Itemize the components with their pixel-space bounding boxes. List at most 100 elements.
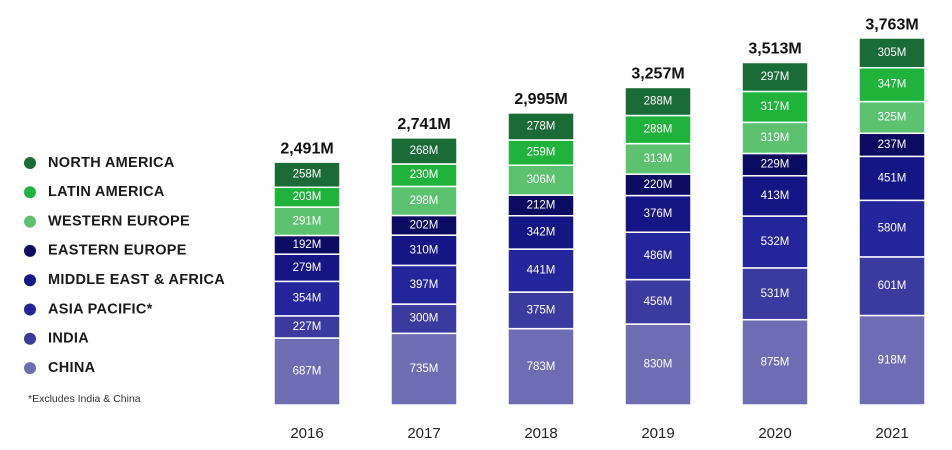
segment-label: 413M bbox=[761, 190, 790, 202]
legend-label: WESTERN EUROPE bbox=[48, 213, 190, 229]
bar-segment bbox=[390, 185, 458, 217]
segment-label: 532M bbox=[761, 236, 790, 248]
segment-label: 397M bbox=[410, 279, 439, 291]
segment-label: 298M bbox=[410, 195, 439, 207]
legend-marker bbox=[24, 362, 36, 375]
segment-label: 268M bbox=[410, 145, 439, 157]
segment-label: 451M bbox=[878, 172, 907, 184]
legend-label: EASTERN EUROPE bbox=[48, 243, 187, 259]
bar-segment bbox=[624, 142, 692, 175]
segment-label: 279M bbox=[293, 262, 322, 274]
bar-segment bbox=[624, 278, 692, 325]
segment-label: 342M bbox=[527, 226, 556, 238]
legend-label: LATIN AMERICA bbox=[48, 184, 165, 200]
segment-label: 375M bbox=[527, 304, 556, 316]
segment-label: 310M bbox=[410, 244, 439, 256]
segment-label: 202M bbox=[410, 219, 439, 231]
bar-segment bbox=[624, 86, 692, 117]
segment-label: 317M bbox=[761, 101, 790, 113]
bar-segment bbox=[858, 155, 926, 202]
total-label: 2,995M bbox=[514, 91, 567, 108]
legend-marker bbox=[24, 244, 36, 257]
legend-marker bbox=[24, 157, 36, 169]
segment-label: 291M bbox=[293, 215, 322, 227]
x-tick-label: 2019 bbox=[641, 425, 674, 442]
segment-label: 306M bbox=[527, 174, 556, 186]
total-label: 3,513M bbox=[748, 41, 801, 58]
bar-segment bbox=[741, 61, 809, 93]
segment-label: 278M bbox=[527, 120, 556, 132]
legend-marker bbox=[24, 303, 36, 316]
segment-label: 376M bbox=[644, 208, 673, 220]
bar-segment bbox=[858, 100, 926, 135]
segment-label: 687M bbox=[293, 366, 322, 378]
bar-segment bbox=[858, 199, 926, 258]
segment-label: 259M bbox=[527, 147, 556, 159]
bar-segment bbox=[507, 164, 575, 196]
segment-label: 288M bbox=[644, 96, 673, 108]
segment-label: 227M bbox=[293, 321, 322, 333]
segment-label: 192M bbox=[293, 239, 322, 251]
x-tick-label: 2018 bbox=[524, 425, 557, 442]
segment-label: 875M bbox=[761, 356, 790, 368]
segment-label: 313M bbox=[644, 153, 673, 165]
segment-label: 918M bbox=[878, 354, 907, 366]
total-label: 2,741M bbox=[397, 116, 450, 133]
bar-segment bbox=[507, 139, 575, 166]
segment-label: 735M bbox=[410, 363, 439, 375]
bar-segment bbox=[624, 323, 692, 406]
x-tick-label: 2016 bbox=[290, 425, 323, 442]
legend-marker bbox=[24, 186, 36, 199]
bar-segment bbox=[390, 264, 458, 305]
legend-marker bbox=[24, 274, 36, 287]
total-label: 3,763M bbox=[865, 16, 918, 33]
legend-marker bbox=[24, 215, 36, 228]
segment-label: 229M bbox=[761, 159, 790, 171]
bar-segment bbox=[624, 194, 692, 233]
segment-label: 212M bbox=[527, 199, 556, 211]
bar-segment bbox=[741, 90, 809, 124]
segment-label: 486M bbox=[644, 250, 673, 262]
footnote: *Excludes India & China bbox=[28, 393, 141, 405]
bar-segment bbox=[858, 37, 926, 69]
legend-marker bbox=[24, 332, 36, 345]
segment-label: 456M bbox=[644, 296, 673, 308]
bar-segment bbox=[273, 161, 341, 189]
bar-segment bbox=[741, 318, 809, 406]
x-tick-label: 2017 bbox=[407, 425, 440, 442]
bar-segment bbox=[390, 234, 458, 267]
segment-label: 300M bbox=[410, 313, 439, 325]
legend-label: ASIA PACIFIC* bbox=[48, 301, 153, 317]
segment-label: 288M bbox=[644, 124, 673, 136]
segment-label: 237M bbox=[878, 139, 907, 151]
segment-label: 319M bbox=[761, 132, 790, 144]
segment-label: 531M bbox=[761, 288, 790, 300]
bar-segment bbox=[858, 314, 926, 406]
segment-label: 783M bbox=[527, 361, 556, 373]
bar-segment bbox=[507, 248, 575, 293]
segment-label: 580M bbox=[878, 223, 907, 235]
total-label: 3,257M bbox=[631, 66, 684, 83]
segment-label: 830M bbox=[644, 359, 673, 371]
legend-label: INDIA bbox=[48, 331, 89, 347]
bar-segment bbox=[273, 337, 341, 406]
total-label: 2,491M bbox=[280, 140, 333, 157]
segment-label: 601M bbox=[878, 280, 907, 292]
bar-segment bbox=[507, 112, 575, 141]
segment-label: 297M bbox=[761, 71, 790, 83]
x-tick-label: 2021 bbox=[875, 425, 908, 442]
bar-segment bbox=[741, 121, 809, 155]
bar-segment bbox=[273, 253, 341, 283]
segment-label: 354M bbox=[293, 293, 322, 305]
segment-label: 220M bbox=[644, 179, 673, 191]
segment-label: 305M bbox=[878, 47, 907, 59]
bar-segment bbox=[390, 137, 458, 165]
segment-label: 258M bbox=[293, 169, 322, 181]
bar-segment bbox=[390, 332, 458, 406]
segment-label: 441M bbox=[527, 265, 556, 277]
legend-label: NORTH AMERICA bbox=[48, 155, 175, 171]
segment-label: 325M bbox=[878, 111, 907, 123]
x-tick-label: 2020 bbox=[758, 425, 791, 442]
legend-label: CHINA bbox=[48, 360, 96, 376]
